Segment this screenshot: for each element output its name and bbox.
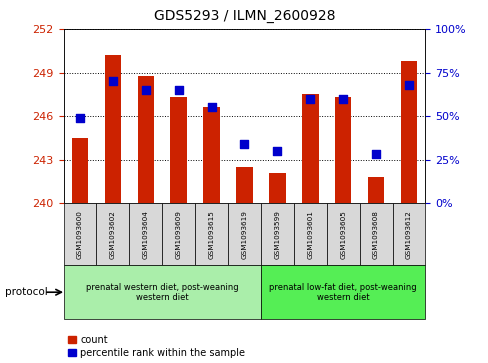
Bar	[302, 94, 318, 203]
Text: GSM1093600: GSM1093600	[77, 210, 83, 258]
Bar	[104, 55, 121, 203]
FancyBboxPatch shape	[359, 203, 392, 265]
Text: GSM1093608: GSM1093608	[372, 210, 378, 258]
FancyBboxPatch shape	[96, 203, 129, 265]
Text: GSM1093599: GSM1093599	[274, 210, 280, 258]
Legend: count, percentile rank within the sample: count, percentile rank within the sample	[68, 335, 244, 358]
FancyBboxPatch shape	[261, 203, 293, 265]
FancyBboxPatch shape	[227, 203, 261, 265]
Point	[207, 105, 215, 110]
Point	[371, 152, 379, 158]
Text: GSM1093612: GSM1093612	[405, 210, 411, 258]
Text: GSM1093615: GSM1093615	[208, 210, 214, 258]
Text: protocol: protocol	[5, 287, 47, 297]
Point	[76, 115, 84, 121]
Point	[273, 148, 281, 154]
Bar	[334, 97, 351, 203]
FancyBboxPatch shape	[162, 203, 195, 265]
Point	[109, 78, 117, 84]
Text: prenatal low-fat diet, post-weaning
western diet: prenatal low-fat diet, post-weaning west…	[269, 282, 416, 302]
Bar	[268, 173, 285, 203]
Bar	[72, 138, 88, 203]
Text: GSM1093619: GSM1093619	[241, 210, 247, 258]
Bar	[137, 76, 154, 203]
Bar	[170, 97, 186, 203]
Point	[142, 87, 149, 93]
Text: GSM1093602: GSM1093602	[110, 210, 116, 258]
Point	[174, 87, 182, 93]
Bar	[367, 177, 384, 203]
FancyBboxPatch shape	[63, 203, 96, 265]
FancyBboxPatch shape	[129, 203, 162, 265]
Bar	[236, 167, 252, 203]
FancyBboxPatch shape	[326, 203, 359, 265]
FancyBboxPatch shape	[293, 203, 326, 265]
Point	[240, 141, 248, 147]
Text: GSM1093604: GSM1093604	[142, 210, 148, 258]
FancyBboxPatch shape	[63, 265, 261, 319]
FancyBboxPatch shape	[195, 203, 227, 265]
Point	[339, 96, 346, 102]
FancyBboxPatch shape	[261, 265, 425, 319]
Text: GSM1093605: GSM1093605	[340, 210, 346, 258]
Bar	[400, 61, 416, 203]
Text: GSM1093609: GSM1093609	[175, 210, 182, 258]
Bar	[203, 107, 220, 203]
Text: GSM1093601: GSM1093601	[306, 210, 313, 258]
FancyBboxPatch shape	[392, 203, 425, 265]
Text: prenatal western diet, post-weaning
western diet: prenatal western diet, post-weaning west…	[86, 282, 238, 302]
Point	[404, 82, 412, 88]
Text: GDS5293 / ILMN_2600928: GDS5293 / ILMN_2600928	[153, 9, 335, 23]
Point	[306, 96, 314, 102]
